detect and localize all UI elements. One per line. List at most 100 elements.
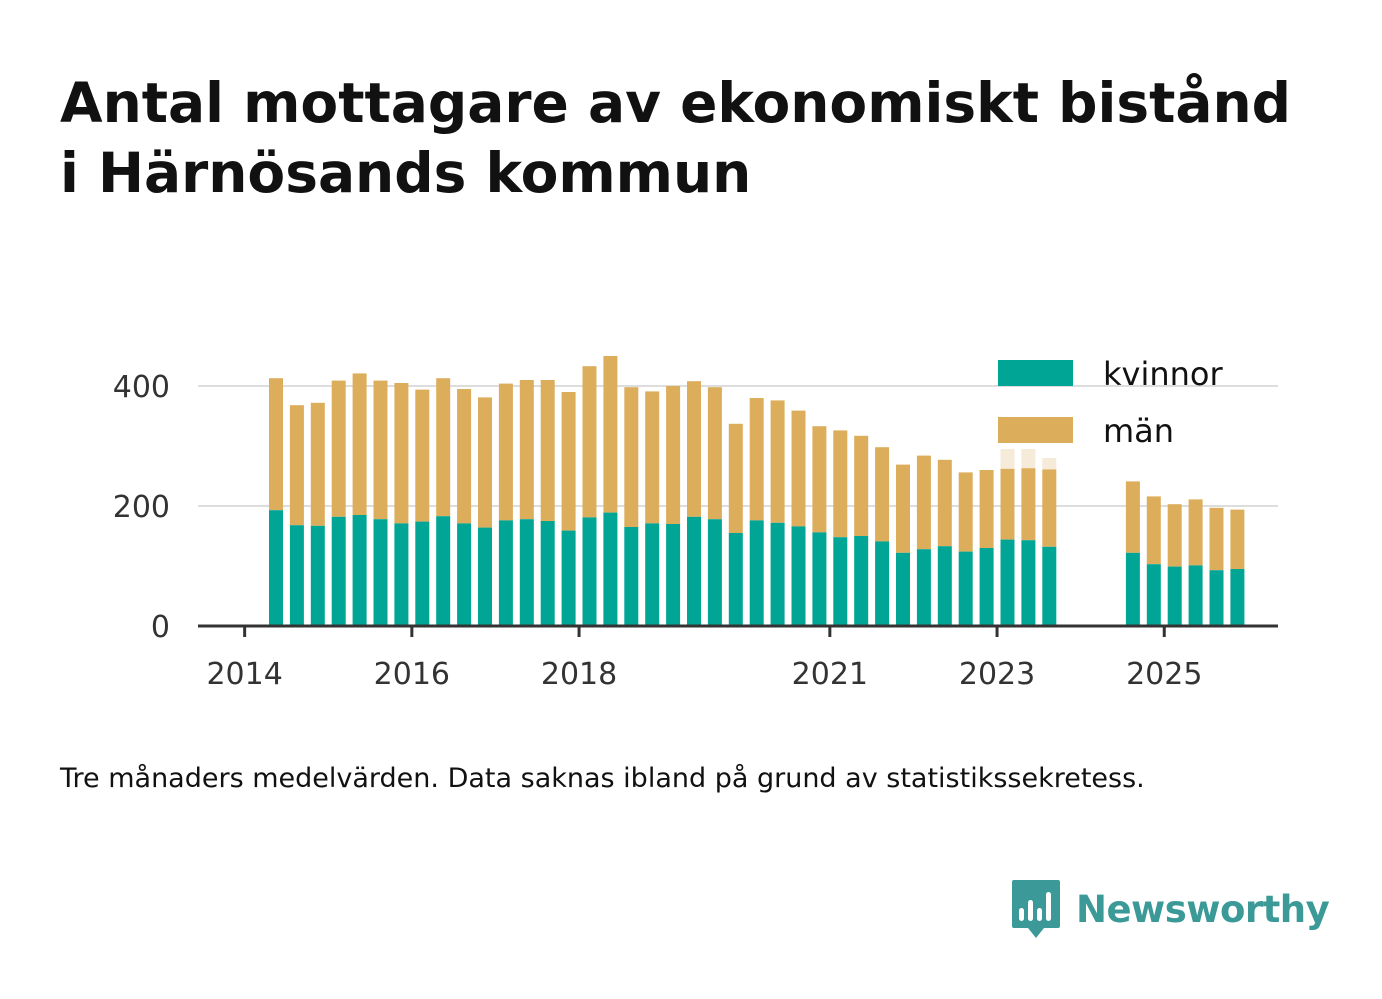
bar-kvinnor bbox=[269, 510, 283, 626]
bar-man bbox=[707, 387, 722, 520]
bar-kvinnor bbox=[770, 522, 785, 626]
y-tick-label: 400 bbox=[113, 370, 170, 405]
bar-man bbox=[854, 435, 869, 536]
bar-man bbox=[1000, 468, 1015, 540]
bar-kvinnor bbox=[645, 523, 660, 626]
chart-title: Antal mottagare av ekonomiskt bistånd i … bbox=[60, 68, 1350, 208]
bar-man bbox=[666, 386, 681, 524]
bar-kvinnor bbox=[478, 527, 492, 626]
bar-kvinnor bbox=[687, 516, 701, 626]
bar-man bbox=[331, 380, 346, 517]
bar-man bbox=[833, 430, 848, 538]
bar-man bbox=[373, 380, 388, 520]
x-tick-label: 2018 bbox=[541, 657, 617, 692]
bar-man bbox=[289, 405, 304, 526]
bar-man bbox=[1146, 496, 1161, 565]
bar-kvinnor bbox=[791, 526, 806, 626]
bar-man bbox=[1188, 499, 1203, 566]
bar-man bbox=[770, 400, 785, 523]
bar-man bbox=[310, 402, 325, 526]
legend-label-man: män bbox=[1103, 412, 1174, 450]
bar-man bbox=[519, 380, 534, 520]
bar-kvinnor bbox=[1209, 570, 1224, 626]
bar-kvinnor bbox=[1146, 564, 1161, 626]
bar-kvinnor bbox=[1000, 539, 1015, 626]
bar-kvinnor bbox=[457, 523, 472, 626]
stacked-bar-chart: 0 200 400 2014 2016 2018 2021 2023 2025 kvinnor m… bbox=[113, 355, 1278, 692]
x-tick-label: 2016 bbox=[374, 657, 450, 692]
bar-man bbox=[498, 383, 513, 521]
bar-man bbox=[352, 373, 367, 515]
axes: 0 200 400 2014 2016 2018 2021 2023 2025 bbox=[113, 370, 1278, 692]
bar-man bbox=[1209, 507, 1224, 571]
x-tick-label: 2023 bbox=[959, 657, 1035, 692]
bar-man-ofullstandig bbox=[1042, 458, 1057, 470]
bar-man bbox=[916, 455, 931, 550]
bar-man bbox=[1021, 468, 1036, 541]
bar-kvinnor bbox=[958, 551, 973, 626]
bar-man bbox=[1125, 481, 1140, 553]
bar-man bbox=[624, 387, 639, 527]
legend-label-kvinnor: kvinnor bbox=[1103, 355, 1224, 393]
bar-kvinnor bbox=[331, 516, 346, 626]
bar-kvinnor bbox=[728, 533, 743, 626]
bar-kvinnor bbox=[875, 541, 890, 626]
y-tick-label: 0 bbox=[151, 610, 170, 645]
bar-man bbox=[582, 366, 597, 518]
x-tick-label: 2025 bbox=[1126, 657, 1202, 692]
y-tick-label: 200 bbox=[113, 490, 170, 525]
brand-name: Newsworthy bbox=[1076, 887, 1330, 931]
bar-man bbox=[436, 378, 451, 517]
legend-swatch-kvinnor bbox=[998, 360, 1073, 386]
bar-man bbox=[728, 423, 743, 533]
bar-man-ofullstandig bbox=[1021, 449, 1036, 469]
bar-man bbox=[603, 356, 618, 513]
bar-kvinnor bbox=[603, 512, 618, 626]
bar-kvinnor bbox=[352, 515, 367, 626]
bar-man bbox=[958, 472, 973, 552]
bar-man bbox=[979, 470, 994, 548]
bar-man bbox=[937, 459, 952, 547]
bar-man bbox=[1230, 509, 1245, 569]
bar-man bbox=[749, 398, 764, 521]
bar-man bbox=[645, 391, 660, 524]
bar-kvinnor bbox=[436, 516, 451, 626]
bar-man-ofullstandig bbox=[1000, 449, 1015, 469]
footnote: Tre månaders medelvärden. Data saknas ib… bbox=[60, 763, 1145, 794]
bar-kvinnor bbox=[1188, 565, 1203, 626]
bar-kvinnor bbox=[1230, 569, 1245, 626]
legend-swatch-man bbox=[998, 417, 1073, 443]
bar-man bbox=[415, 389, 430, 522]
bar-kvinnor bbox=[1125, 552, 1140, 626]
bar-kvinnor bbox=[979, 548, 994, 626]
bars bbox=[269, 356, 1245, 626]
bar-man bbox=[1042, 469, 1057, 547]
bar-kvinnor bbox=[415, 521, 430, 626]
legend: kvinnor män bbox=[998, 355, 1224, 450]
bar-man bbox=[394, 383, 409, 524]
brand-logo[interactable]: Newsworthy bbox=[1010, 878, 1330, 940]
bar-man bbox=[540, 380, 555, 521]
x-tick-label: 2021 bbox=[792, 657, 868, 692]
chart-title-line-1: Antal mottagare av ekonomiskt bistånd bbox=[60, 71, 1292, 135]
bar-man bbox=[457, 389, 472, 524]
bar-man bbox=[478, 397, 492, 528]
bar-kvinnor bbox=[519, 519, 534, 626]
bar-kvinnor bbox=[812, 532, 827, 626]
newsworthy-logo-icon bbox=[1012, 880, 1060, 938]
bar-man bbox=[269, 378, 283, 511]
bar-man bbox=[1167, 504, 1182, 567]
x-tick-label: 2014 bbox=[206, 657, 282, 692]
bar-kvinnor bbox=[916, 549, 931, 626]
bar-man bbox=[812, 426, 827, 533]
bar-kvinnor bbox=[310, 525, 325, 626]
bar-kvinnor bbox=[289, 525, 304, 626]
bar-kvinnor bbox=[854, 536, 869, 626]
bar-man bbox=[896, 464, 910, 553]
bar-kvinnor bbox=[896, 552, 910, 626]
chart-title-line-2: i Härnösands kommun bbox=[60, 141, 752, 205]
bar-kvinnor bbox=[937, 546, 952, 626]
bar-kvinnor bbox=[498, 520, 513, 626]
bar-kvinnor bbox=[833, 537, 848, 626]
bar-kvinnor bbox=[749, 520, 764, 626]
